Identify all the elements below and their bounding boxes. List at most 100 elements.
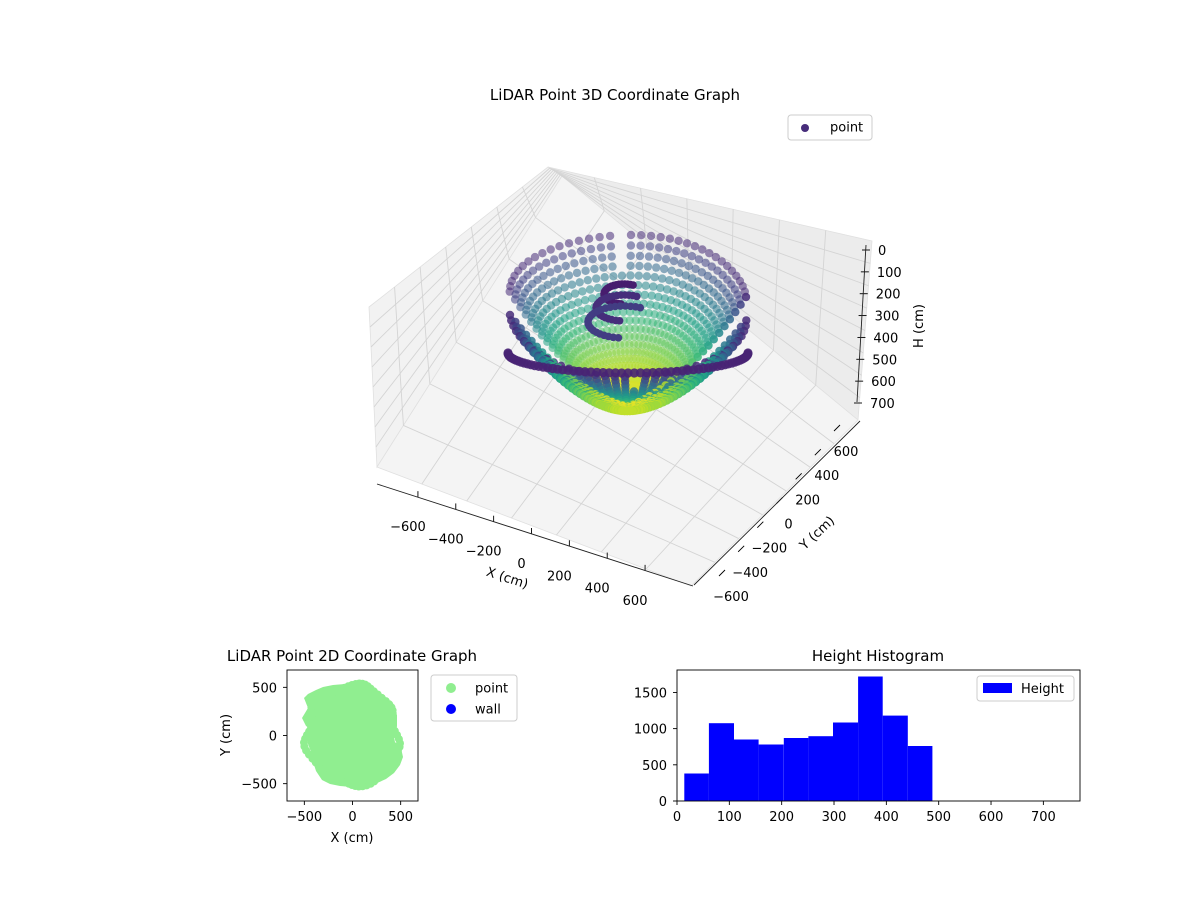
cloud-point xyxy=(660,264,669,274)
cloud-point xyxy=(635,261,644,271)
cloud-point xyxy=(684,261,693,271)
cloud-point xyxy=(546,268,555,277)
y-ticks-histogram: 0 500 1000 1500 xyxy=(634,686,677,810)
cloud-point xyxy=(731,307,740,317)
cloud-point xyxy=(635,251,645,261)
z-tick-label-3d: 700 xyxy=(870,397,895,412)
cloud-point xyxy=(564,292,573,301)
y-tick-3d xyxy=(814,448,822,456)
title-2d: LiDAR Point 2D Coordinate Graph xyxy=(227,647,477,665)
grid-line xyxy=(645,384,817,570)
z-tick-label-3d: 600 xyxy=(871,375,896,390)
legend-2d-marker-point xyxy=(446,683,456,693)
cloud-point xyxy=(580,296,590,305)
cloud-point xyxy=(674,236,683,245)
cloud-point xyxy=(646,231,656,241)
cloud-point xyxy=(572,268,582,278)
cloud-point xyxy=(575,278,584,287)
x-tick-label-histogram: 100 xyxy=(717,810,742,825)
grid-line xyxy=(375,174,561,448)
y-tick-label-histogram: 500 xyxy=(642,759,667,774)
histogram-bar xyxy=(708,723,734,801)
cloud-point xyxy=(649,282,658,291)
cloud-point xyxy=(629,281,637,289)
histogram-bar xyxy=(808,736,833,801)
cloud-point xyxy=(672,278,681,287)
z-tick-label-3d: 300 xyxy=(875,310,900,325)
x-ticks-2d: −500 0 500 xyxy=(286,801,413,825)
histogram-bar xyxy=(734,739,759,801)
cloud-point xyxy=(574,298,583,307)
cloud-point xyxy=(672,246,681,256)
cloud-point xyxy=(595,232,604,242)
y-tick-3d xyxy=(795,473,802,480)
y-tick-label-2d: −500 xyxy=(241,778,277,793)
cloud-point xyxy=(653,253,662,262)
cloud-point xyxy=(629,368,639,378)
cloud-point xyxy=(583,304,592,313)
title-histogram: Height Histogram xyxy=(812,647,944,665)
cloud-point xyxy=(690,242,700,251)
cloud-point xyxy=(583,276,592,285)
cloud-point xyxy=(503,348,513,358)
cloud-point xyxy=(538,249,547,258)
x-tick-label-histogram: 700 xyxy=(1031,810,1056,825)
y-tick-3d xyxy=(718,569,726,577)
y-tick-label-3d: −600 xyxy=(713,590,749,605)
cloud-point xyxy=(665,234,675,243)
histogram-bar xyxy=(907,746,933,801)
legend-histogram-label: Height xyxy=(1021,682,1064,697)
cloud-point xyxy=(560,283,569,292)
cloud-point xyxy=(669,256,679,266)
cloud-point xyxy=(579,256,588,266)
y-tick-label-3d: 600 xyxy=(834,445,859,460)
cloud-point xyxy=(650,273,659,282)
cloud-point xyxy=(557,274,566,283)
cloud-point xyxy=(617,271,627,280)
x-tick-label-3d: 400 xyxy=(585,582,610,597)
cloud-point xyxy=(586,244,596,254)
cloud-point xyxy=(720,322,729,331)
cloud-point xyxy=(549,277,559,286)
cloud-point xyxy=(641,281,650,290)
cloud-point xyxy=(704,341,713,350)
histogram-bar xyxy=(882,715,908,801)
cloud-point xyxy=(605,231,615,241)
x-tick-label-3d: −400 xyxy=(428,532,464,547)
plot-2d: LiDAR Point 2D Coordinate Graph −500 0 500… xyxy=(219,647,518,846)
histogram-bar xyxy=(833,722,859,801)
cloud-point xyxy=(681,271,690,280)
grid-line xyxy=(551,168,869,287)
plot-histogram: Height Histogram 0 100 200 300 400 500 600 700 … xyxy=(634,647,1081,825)
cloud-point xyxy=(632,292,641,301)
y-axis-label-2d: Y (cm) xyxy=(219,714,234,757)
x-tick-label-histogram: 400 xyxy=(874,810,899,825)
y-tick-label-3d: −200 xyxy=(751,542,787,557)
cloud-point xyxy=(596,243,606,252)
cloud-point xyxy=(677,259,686,268)
cloud-point xyxy=(570,289,580,298)
legend-2d-label-wall: wall xyxy=(475,703,501,718)
grid-line xyxy=(553,169,867,309)
x-tick-label-3d: 200 xyxy=(547,569,572,584)
grid-line xyxy=(372,171,556,388)
grid-line xyxy=(373,172,558,408)
cloud-point xyxy=(626,230,636,240)
x-axis-line-3d xyxy=(376,483,694,587)
cloud-point xyxy=(658,274,667,283)
z-axis-label-3d: H (cm) xyxy=(912,304,927,348)
cloud-point xyxy=(636,241,645,250)
x-tick-label-2d: 500 xyxy=(388,810,413,825)
grid-line xyxy=(374,173,559,428)
legend-2d-marker-wall xyxy=(446,704,456,714)
cloud-point xyxy=(663,244,673,254)
cloud-point xyxy=(600,273,609,282)
y-tick-label-3d: 400 xyxy=(814,469,839,484)
histogram-bar xyxy=(783,738,809,801)
legend-histogram: Height xyxy=(976,675,1075,702)
x-axis-label-2d: X (cm) xyxy=(331,831,374,846)
x-tick-label-3d: 600 xyxy=(623,594,648,609)
y-axis-line-3d xyxy=(693,420,861,586)
